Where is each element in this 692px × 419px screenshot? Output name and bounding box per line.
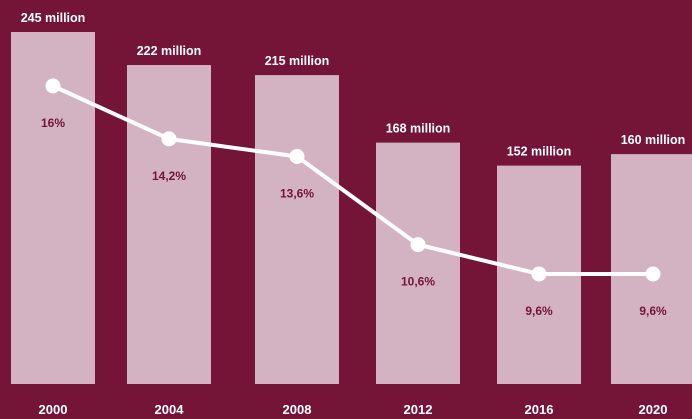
line-point-2016 (531, 266, 547, 282)
percent-label-2008: 13,6% (280, 187, 314, 201)
bar-value-label-2004: 222 million (137, 44, 202, 58)
x-tick-label-2020: 2020 (639, 402, 668, 417)
percent-label-2020: 9,6% (639, 304, 667, 318)
bar-value-label-2020: 160 million (621, 133, 686, 147)
bar-value-label-2000: 245 million (21, 11, 86, 25)
percent-label-2012: 10,6% (401, 275, 435, 289)
line-point-2020 (645, 266, 661, 282)
bar-2008 (255, 75, 339, 384)
line-point-2000 (45, 78, 61, 94)
bar-value-label-2016: 152 million (507, 145, 572, 159)
x-tick-label-2016: 2016 (525, 402, 554, 417)
percent-label-2004: 14,2% (152, 169, 186, 183)
line-point-2012 (410, 237, 426, 253)
labels-layer: 245 million 2000 222 million 2004 215 millio… (21, 11, 686, 417)
x-tick-label-2008: 2008 (283, 402, 312, 417)
bar-value-label-2008: 215 million (265, 54, 330, 68)
percent-label-2000: 16% (41, 116, 65, 130)
line-point-2008 (289, 149, 305, 164)
x-tick-label-2000: 2000 (39, 402, 68, 417)
bar-2004 (127, 65, 211, 385)
percent-line (52, 84, 653, 276)
line-point-2004 (161, 131, 177, 147)
percent-label-2016: 9,6% (525, 304, 553, 318)
bar-2012 (376, 142, 460, 384)
x-tick-label-2012: 2012 (404, 402, 433, 417)
bar-value-label-2012: 168 million (386, 122, 451, 136)
line-layer (45, 78, 661, 282)
bars-layer (11, 32, 692, 385)
x-tick-label-2004: 2004 (155, 402, 185, 417)
